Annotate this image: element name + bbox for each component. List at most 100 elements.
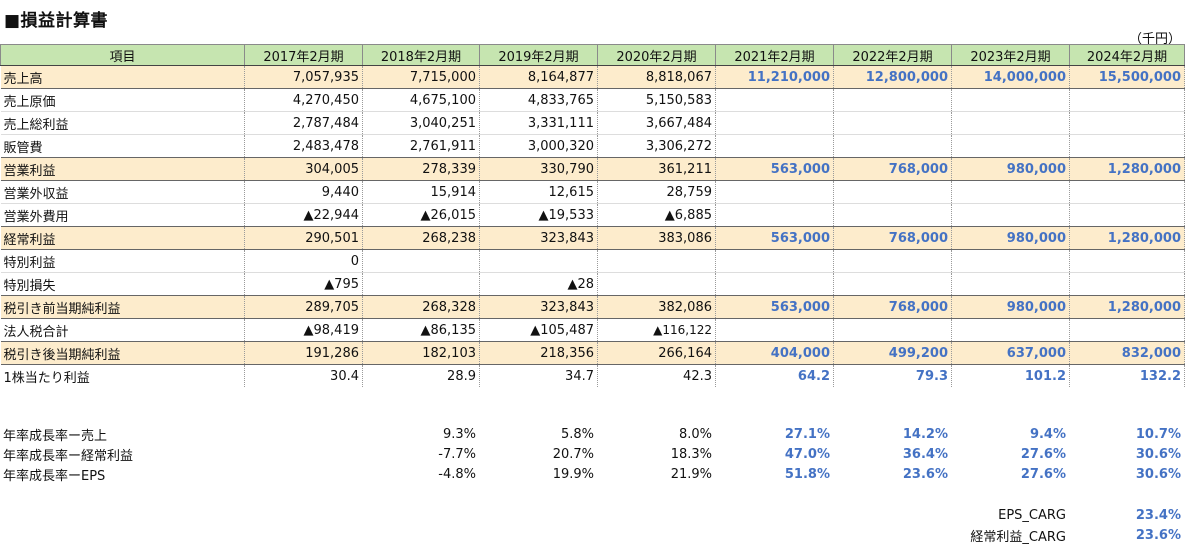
carg-spacer xyxy=(0,525,951,545)
forecast-cell xyxy=(833,272,952,296)
growth-cell: 5.8% xyxy=(560,426,594,442)
cell: 266,164 xyxy=(597,341,716,365)
growth-forecast-cell: 23.6% xyxy=(902,466,948,482)
cell: 3,040,251 xyxy=(362,111,480,135)
cell: 361,211 xyxy=(597,157,716,181)
cell: ▲116,122 xyxy=(597,318,716,342)
cell: 42.3 xyxy=(597,364,716,387)
forecast-cell xyxy=(715,134,834,158)
forecast-cell xyxy=(951,318,1070,342)
cell xyxy=(362,249,480,273)
cell: 330,790 xyxy=(479,157,598,181)
page-title: ■損益計算書 xyxy=(4,11,109,31)
row-net-income: 税引き後当期純利益 191,286 182,103 218,356 266,16… xyxy=(0,341,1185,365)
cell: 289,705 xyxy=(244,295,363,319)
cell: 268,238 xyxy=(362,226,480,250)
forecast-cell: 11,210,000 xyxy=(715,65,834,89)
forecast-cell: 1,280,000 xyxy=(1069,157,1185,181)
cell: 4,833,765 xyxy=(479,88,598,112)
forecast-cell: 768,000 xyxy=(833,157,952,181)
cell: 2,483,478 xyxy=(244,134,363,158)
carg-spacer xyxy=(0,505,951,525)
forecast-cell xyxy=(833,249,952,273)
growth-label: 年率成長率ー売上 xyxy=(3,428,108,444)
header-item: 項目 xyxy=(0,44,245,66)
carg-value: 23.4% xyxy=(1135,507,1181,523)
row-cost-of-sales: 売上原価 4,270,450 4,675,100 4,833,765 5,150… xyxy=(0,88,1185,112)
cell: 7,715,000 xyxy=(362,65,480,89)
forecast-cell xyxy=(1069,318,1185,342)
cell xyxy=(597,249,716,273)
forecast-cell xyxy=(1069,88,1185,112)
growth-forecast-cell: 51.8% xyxy=(784,466,830,482)
cell: 290,501 xyxy=(244,226,363,250)
growth-cell: -7.7% xyxy=(438,446,476,462)
forecast-cell xyxy=(951,180,1070,204)
growth-label: 年率成長率ー経常利益 xyxy=(3,448,134,464)
growth-forecast-cell: 27.6% xyxy=(1020,466,1066,482)
row-label: 税引き後当期純利益 xyxy=(0,341,245,365)
header-year: 2021年2月期 xyxy=(715,44,834,66)
header-year: 2018年2月期 xyxy=(362,44,480,66)
cell: 268,328 xyxy=(362,295,480,319)
row-label: 営業外費用 xyxy=(0,203,245,227)
row-label: 売上総利益 xyxy=(0,111,245,135)
forecast-cell xyxy=(833,111,952,135)
cell: 28.9 xyxy=(362,364,480,387)
row-sga: 販管費 2,483,478 2,761,911 3,000,320 3,306,… xyxy=(0,134,1185,158)
forecast-cell: 1,280,000 xyxy=(1069,226,1185,250)
unit-label: （千円） xyxy=(1128,32,1181,47)
growth-cell: 19.9% xyxy=(552,466,594,482)
forecast-cell: 768,000 xyxy=(833,295,952,319)
cell: 3,306,272 xyxy=(597,134,716,158)
forecast-cell: 15,500,000 xyxy=(1069,65,1185,89)
growth-forecast-cell: 10.7% xyxy=(1135,426,1181,442)
cell: 9,440 xyxy=(244,180,363,204)
header-row: 項目 2017年2月期 2018年2月期 2019年2月期 2020年2月期 2… xyxy=(0,44,1185,66)
forecast-cell xyxy=(1069,203,1185,227)
growth-forecast-cell: 9.4% xyxy=(1029,426,1066,442)
cell: 383,086 xyxy=(597,226,716,250)
cell: 4,270,450 xyxy=(244,88,363,112)
forecast-cell: 637,000 xyxy=(951,341,1070,365)
cell: 5,150,583 xyxy=(597,88,716,112)
carg-row-ordinary-income: 経常利益_CARG 23.6% xyxy=(0,525,1184,545)
forecast-cell: 563,000 xyxy=(715,157,834,181)
forecast-cell xyxy=(951,272,1070,296)
growth-cell: 21.9% xyxy=(670,466,712,482)
cell: 323,843 xyxy=(479,295,598,319)
carg-label: 経常利益_CARG xyxy=(970,529,1066,545)
forecast-cell xyxy=(1069,249,1185,273)
row-label: 法人税合計 xyxy=(0,318,245,342)
cell: 7,057,935 xyxy=(244,65,363,89)
forecast-cell xyxy=(833,180,952,204)
row-label: 売上原価 xyxy=(0,88,245,112)
carg-row-eps: EPS_CARG 23.4% xyxy=(0,505,1184,525)
income-statement-table: 項目 2017年2月期 2018年2月期 2019年2月期 2020年2月期 2… xyxy=(0,44,1185,387)
cell: ▲28 xyxy=(479,272,598,296)
row-label: 経常利益 xyxy=(0,226,245,250)
row-extraordinary-loss: 特別損失 ▲795 ▲28 xyxy=(0,272,1185,296)
row-ordinary-income: 経常利益 290,501 268,238 323,843 383,086 563… xyxy=(0,226,1185,250)
cell: ▲105,487 xyxy=(479,318,598,342)
row-non-operating-income: 営業外収益 9,440 15,914 12,615 28,759 xyxy=(0,180,1185,204)
growth-cell xyxy=(244,444,362,464)
forecast-cell: 768,000 xyxy=(833,226,952,250)
forecast-cell: 563,000 xyxy=(715,226,834,250)
row-label: 税引き前当期純利益 xyxy=(0,295,245,319)
cell: 34.7 xyxy=(479,364,598,387)
growth-row-eps: 年率成長率ーEPS -4.8% 19.9% 21.9% 51.8% 23.6% … xyxy=(0,464,1184,484)
growth-forecast-cell: 36.4% xyxy=(902,446,948,462)
growth-forecast-cell: 47.0% xyxy=(784,446,830,462)
forecast-cell xyxy=(1069,180,1185,204)
growth-forecast-cell: 27.1% xyxy=(784,426,830,442)
row-label: 売上高 xyxy=(0,65,245,89)
forecast-cell: 1,280,000 xyxy=(1069,295,1185,319)
forecast-cell xyxy=(715,180,834,204)
forecast-cell xyxy=(951,111,1070,135)
cell: ▲86,135 xyxy=(362,318,480,342)
forecast-cell xyxy=(951,88,1070,112)
growth-label: 年率成長率ーEPS xyxy=(3,468,106,484)
cell: 3,000,320 xyxy=(479,134,598,158)
cell: 4,675,100 xyxy=(362,88,480,112)
